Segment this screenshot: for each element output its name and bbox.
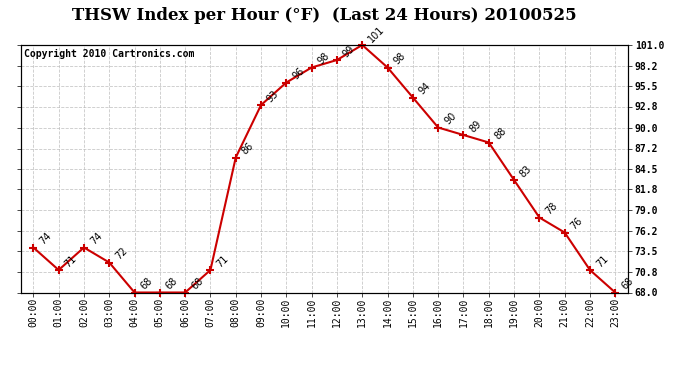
Text: 86: 86 [240,141,256,157]
Text: 68: 68 [189,276,205,292]
Text: 71: 71 [215,254,230,269]
Text: Copyright 2010 Cartronics.com: Copyright 2010 Cartronics.com [23,49,194,59]
Text: 71: 71 [63,254,79,269]
Text: 93: 93 [265,88,281,104]
Text: 99: 99 [341,44,357,59]
Text: 83: 83 [518,164,534,179]
Text: 98: 98 [392,51,408,67]
Text: 94: 94 [417,81,433,97]
Text: 68: 68 [620,276,635,292]
Text: 68: 68 [164,276,180,292]
Text: THSW Index per Hour (°F)  (Last 24 Hours) 20100525: THSW Index per Hour (°F) (Last 24 Hours)… [72,8,577,24]
Text: 90: 90 [442,111,458,127]
Text: 88: 88 [493,126,509,142]
Text: 78: 78 [544,201,560,217]
Text: 74: 74 [37,231,53,247]
Text: 68: 68 [139,276,155,292]
Text: 96: 96 [290,66,306,82]
Text: 101: 101 [366,24,386,44]
Text: 74: 74 [88,231,104,247]
Text: 72: 72 [113,246,129,262]
Text: 98: 98 [316,51,332,67]
Text: 71: 71 [594,254,610,269]
Text: 89: 89 [468,118,484,134]
Text: 76: 76 [569,216,584,232]
